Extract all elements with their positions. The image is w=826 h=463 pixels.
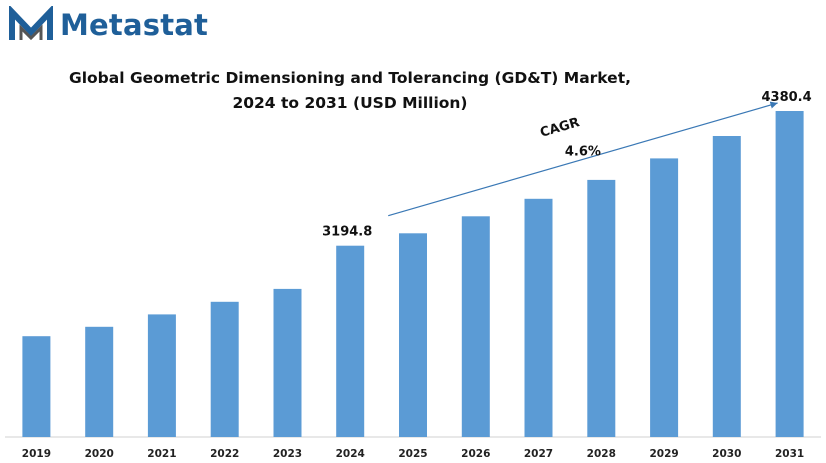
x-tick-label-2028: 2028 — [587, 448, 616, 460]
bar-2019 — [22, 336, 51, 437]
bar-2022 — [210, 301, 239, 437]
bar-2030 — [712, 136, 741, 437]
x-tick-label-2019: 2019 — [22, 448, 51, 460]
bar-2021 — [147, 314, 176, 437]
data-label-2031: 4380.4 — [762, 90, 812, 105]
bar-2026 — [461, 216, 490, 437]
bar-2027 — [524, 198, 553, 437]
brand-logo: Metastat — [8, 6, 208, 44]
cagr-value: 4.6% — [565, 144, 601, 159]
x-tick-label-2023: 2023 — [273, 448, 302, 460]
bar-2023 — [273, 288, 302, 437]
bar-2031 — [775, 111, 804, 437]
bar-2029 — [650, 158, 679, 437]
brand-name: Metastat — [60, 8, 209, 42]
bar-2020 — [85, 326, 114, 437]
chart-title-line-2: 2024 to 2031 (USD Million) — [232, 94, 468, 112]
chart-title-line-1: Global Geometric Dimensioning and Tolera… — [69, 69, 631, 87]
x-tick-label-2031: 2031 — [775, 448, 804, 460]
x-tick-label-2021: 2021 — [147, 448, 176, 460]
cagr-label: CAGR — [538, 115, 581, 141]
chart-title: Global Geometric Dimensioning and Tolera… — [20, 66, 680, 116]
x-tick-label-2024: 2024 — [336, 448, 365, 460]
bar-2028 — [587, 179, 616, 437]
cagr-arrow — [388, 101, 778, 217]
data-label-2024: 3194.8 — [322, 225, 372, 240]
x-tick-label-2022: 2022 — [210, 448, 239, 460]
bar-2025 — [399, 233, 427, 437]
bar-2024 — [336, 245, 365, 437]
x-tick-label-2030: 2030 — [712, 448, 741, 460]
x-tick-label-2026: 2026 — [461, 448, 490, 460]
x-tick-label-2027: 2027 — [524, 448, 553, 460]
metastat-logo-icon — [9, 6, 53, 41]
x-tick-label-2025: 2025 — [398, 448, 427, 460]
x-tick-label-2029: 2029 — [649, 448, 678, 460]
x-tick-label-2020: 2020 — [85, 448, 114, 460]
